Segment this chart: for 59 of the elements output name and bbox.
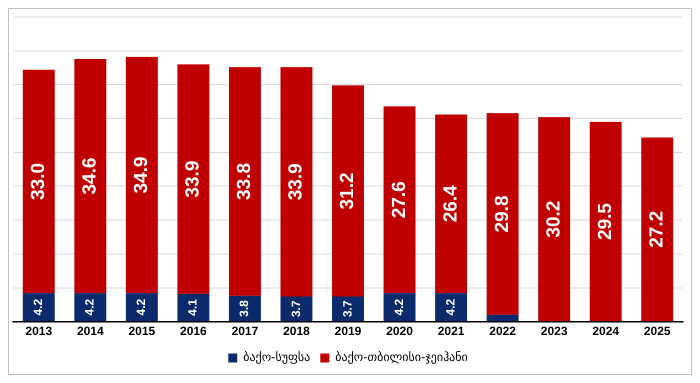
bar — [74, 293, 106, 322]
data-label: 4.2 — [443, 298, 458, 316]
bar — [74, 58, 106, 294]
x-tick-label: 2025 — [644, 324, 671, 338]
x-tick-label: 2021 — [438, 324, 465, 338]
data-label: 33.8 — [234, 162, 256, 200]
data-label: 3.7 — [340, 300, 354, 318]
x-tick-label: 2014 — [76, 324, 104, 338]
bar — [228, 67, 261, 296]
x-tick-label: 2018 — [283, 324, 310, 338]
bar — [590, 122, 622, 322]
data-label: 30.2 — [543, 200, 564, 238]
data-label: 3.7 — [288, 300, 303, 318]
bar — [384, 106, 416, 294]
bar — [177, 294, 210, 322]
x-tick-label: 2022 — [489, 324, 516, 338]
x-tick-label: 2016 — [180, 324, 208, 338]
data-label: 4.2 — [31, 298, 46, 316]
legend-label: ბაქო-სუფსა — [243, 350, 310, 364]
legend-label: ბაქო-თბილისი-ჯეიჰანი — [335, 350, 468, 364]
bar — [538, 117, 570, 322]
x-tick-label: 2023 — [540, 324, 568, 338]
bar — [332, 85, 364, 297]
bar — [280, 67, 312, 297]
bar — [435, 293, 468, 322]
bar — [435, 114, 468, 294]
data-label: 26.4 — [440, 184, 462, 222]
data-label: 3.8 — [237, 300, 252, 317]
bar — [280, 296, 312, 322]
data-label: 29.8 — [492, 195, 513, 232]
x-tick-label: 2013 — [25, 324, 52, 338]
data-label: 4.2 — [392, 298, 406, 316]
x-tick-label: 2024 — [592, 324, 620, 338]
bar — [177, 64, 210, 294]
data-label: 4.1 — [186, 298, 200, 316]
x-tick-label: 2020 — [386, 324, 414, 338]
bar — [332, 296, 364, 322]
bar — [486, 113, 519, 315]
data-label: 33.0 — [28, 162, 50, 200]
bar — [486, 314, 519, 322]
data-label: 29.5 — [594, 202, 616, 240]
x-tick-label: 2015 — [128, 324, 156, 338]
data-label: 27.2 — [646, 210, 668, 248]
data-label: 34.6 — [80, 158, 101, 195]
bar — [126, 293, 158, 322]
bar — [384, 293, 416, 322]
data-label: 34.9 — [131, 156, 152, 194]
data-label: 4.2 — [134, 298, 148, 316]
bar — [22, 70, 55, 294]
data-label: 33.9 — [182, 160, 204, 198]
x-tick-label: 2017 — [232, 324, 259, 338]
bar — [641, 137, 674, 322]
bar — [22, 293, 55, 322]
data-label: 33.9 — [286, 163, 307, 200]
bar — [126, 56, 158, 294]
data-label: 4.2 — [82, 298, 97, 316]
data-label: 31.2 — [337, 172, 358, 210]
x-tick-label: 2019 — [334, 324, 362, 338]
data-label: 27.6 — [388, 181, 410, 218]
